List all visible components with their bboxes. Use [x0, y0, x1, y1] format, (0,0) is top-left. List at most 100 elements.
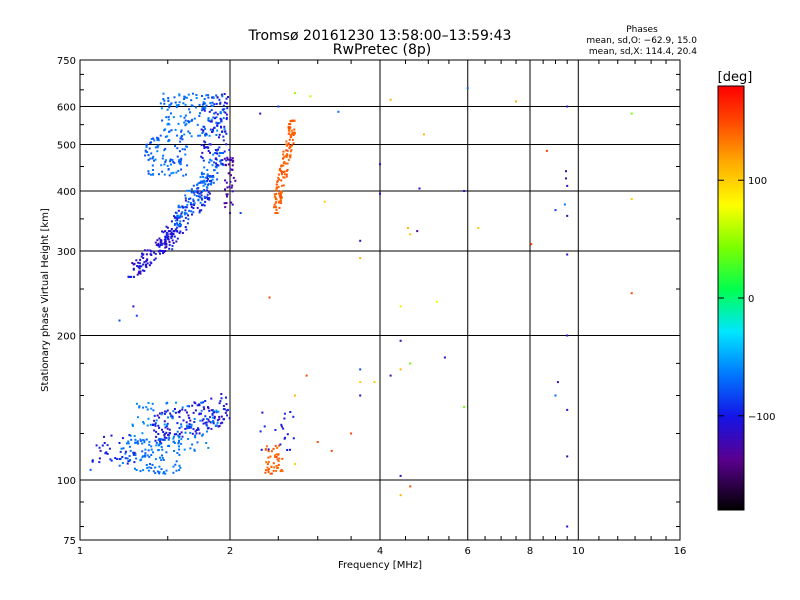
- data-point: [158, 471, 161, 474]
- data-point: [217, 122, 220, 125]
- data-point: [127, 442, 130, 445]
- data-point: [131, 262, 134, 264]
- data-point: [278, 169, 281, 172]
- data-point: [443, 356, 446, 359]
- data-point: [194, 409, 197, 412]
- data-point: [205, 180, 208, 183]
- data-point: [168, 123, 171, 126]
- data-point: [199, 419, 202, 422]
- data-point: [202, 406, 205, 409]
- data-point: [226, 195, 228, 198]
- data-point: [101, 444, 104, 447]
- data-point: [190, 99, 193, 102]
- data-point: [167, 438, 170, 441]
- data-point: [150, 254, 153, 256]
- data-point: [152, 470, 155, 473]
- data-point: [173, 235, 176, 238]
- data-point: [232, 159, 235, 162]
- data-point: [278, 194, 281, 197]
- data-point: [566, 253, 569, 256]
- data-point: [172, 465, 175, 468]
- data-point: [182, 102, 185, 105]
- data-point: [280, 425, 283, 428]
- data-point: [279, 443, 282, 446]
- data-point: [176, 223, 179, 226]
- data-point: [207, 184, 209, 187]
- data-point: [154, 158, 157, 161]
- data-point: [163, 102, 166, 105]
- data-point: [154, 422, 157, 425]
- data-point: [209, 102, 212, 104]
- data-point: [201, 132, 204, 134]
- data-point: [136, 273, 139, 276]
- data-point: [147, 417, 150, 420]
- data-point: [182, 419, 185, 422]
- data-point: [172, 437, 175, 440]
- data-point: [199, 176, 202, 179]
- data-point: [160, 250, 162, 252]
- data-point: [288, 138, 291, 141]
- data-point: [275, 453, 278, 456]
- data-point: [179, 214, 182, 217]
- data-point: [128, 455, 131, 457]
- data-point: [199, 112, 201, 115]
- data-point: [207, 418, 210, 421]
- data-point: [218, 418, 221, 421]
- data-point: [148, 440, 151, 443]
- data-point: [147, 469, 150, 472]
- data-point: [175, 171, 178, 174]
- data-point: [157, 244, 160, 247]
- data-point: [554, 209, 557, 212]
- data-point: [143, 441, 146, 444]
- data-point: [279, 200, 282, 203]
- data-point: [197, 182, 200, 185]
- data-point: [194, 434, 197, 437]
- data-point: [566, 214, 569, 217]
- data-point: [120, 447, 123, 450]
- data-point: [389, 98, 392, 101]
- data-point: [184, 119, 187, 122]
- data-point: [118, 442, 121, 444]
- data-point: [186, 222, 189, 225]
- data-point: [207, 147, 210, 150]
- data-point: [210, 104, 213, 107]
- data-point: [207, 174, 210, 177]
- data-point: [435, 300, 438, 303]
- data-point: [176, 134, 179, 137]
- data-point: [177, 204, 180, 207]
- data-point: [225, 193, 228, 196]
- data-point: [463, 190, 466, 192]
- data-point: [285, 156, 288, 158]
- data-point: [203, 179, 206, 182]
- data-point: [201, 204, 203, 207]
- data-point: [165, 451, 168, 454]
- data-point: [209, 416, 212, 419]
- data-point: [171, 417, 174, 420]
- data-point: [137, 442, 140, 445]
- data-point: [285, 140, 288, 143]
- data-point: [186, 411, 188, 414]
- data-point: [159, 443, 162, 446]
- data-point: [280, 191, 283, 194]
- data-point: [201, 434, 203, 437]
- data-point: [199, 180, 202, 183]
- data-point: [170, 237, 173, 239]
- data-point: [168, 241, 171, 243]
- data-point: [203, 181, 205, 184]
- data-point: [180, 431, 183, 434]
- data-point: [154, 439, 157, 442]
- data-point: [193, 190, 196, 193]
- data-point: [264, 471, 267, 474]
- data-point: [218, 98, 221, 101]
- data-point: [277, 463, 280, 466]
- data-point: [177, 160, 180, 163]
- data-point: [158, 444, 161, 447]
- data-point: [148, 466, 151, 469]
- data-point: [180, 130, 183, 133]
- colorbar: [deg] 100 0 −100: [717, 70, 775, 511]
- data-point: [225, 202, 228, 204]
- data-point: [281, 457, 284, 460]
- data-point: [287, 129, 290, 132]
- data-point: [153, 258, 156, 261]
- data-point: [172, 471, 175, 474]
